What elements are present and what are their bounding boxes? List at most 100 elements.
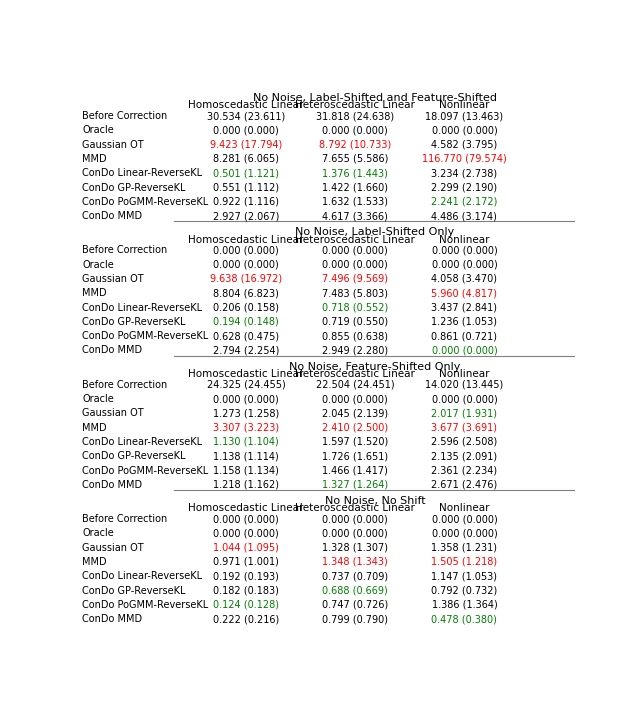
Text: 1.328 (1.307): 1.328 (1.307) <box>323 543 388 553</box>
Text: Nonlinear: Nonlinear <box>439 369 490 379</box>
Text: Oracle: Oracle <box>83 260 114 270</box>
Text: Oracle: Oracle <box>83 394 114 404</box>
Text: 0.861 (0.721): 0.861 (0.721) <box>431 332 497 342</box>
Text: Before Correction: Before Correction <box>83 514 168 524</box>
Text: 1.422 (1.660): 1.422 (1.660) <box>323 183 388 193</box>
Text: 1.632 (1.533): 1.632 (1.533) <box>323 197 388 207</box>
Text: 0.192 (0.193): 0.192 (0.193) <box>213 571 279 581</box>
Text: Oracle: Oracle <box>83 125 114 135</box>
Text: 0.971 (1.001): 0.971 (1.001) <box>213 557 279 567</box>
Text: 4.617 (3.366): 4.617 (3.366) <box>323 211 388 221</box>
Text: 0.194 (0.148): 0.194 (0.148) <box>213 317 279 327</box>
Text: ConDo Linear-ReverseKL: ConDo Linear-ReverseKL <box>83 302 203 312</box>
Text: ConDo MMD: ConDo MMD <box>83 480 143 490</box>
Text: Heteroscedastic Linear: Heteroscedastic Linear <box>295 101 415 111</box>
Text: 1.218 (1.162): 1.218 (1.162) <box>213 480 279 490</box>
Text: 0.551 (1.112): 0.551 (1.112) <box>213 183 279 193</box>
Text: 0.000 (0.000): 0.000 (0.000) <box>431 528 497 538</box>
Text: No Noise, No Shift: No Noise, No Shift <box>325 496 426 506</box>
Text: 2.299 (2.190): 2.299 (2.190) <box>431 183 497 193</box>
Text: 0.000 (0.000): 0.000 (0.000) <box>431 245 497 255</box>
Text: 14.020 (13.445): 14.020 (13.445) <box>425 380 504 390</box>
Text: 18.097 (13.463): 18.097 (13.463) <box>426 111 504 121</box>
Text: 1.273 (1.258): 1.273 (1.258) <box>213 409 279 419</box>
Text: ConDo PoGMM-ReverseKL: ConDo PoGMM-ReverseKL <box>83 197 209 207</box>
Text: 1.138 (1.114): 1.138 (1.114) <box>213 451 279 461</box>
Text: ConDo MMD: ConDo MMD <box>83 346 143 356</box>
Text: 3.677 (3.691): 3.677 (3.691) <box>431 423 497 433</box>
Text: 22.504 (24.451): 22.504 (24.451) <box>316 380 395 390</box>
Text: MMD: MMD <box>83 288 107 298</box>
Text: 2.927 (2.067): 2.927 (2.067) <box>213 211 279 221</box>
Text: Nonlinear: Nonlinear <box>439 101 490 111</box>
Text: 1.597 (1.520): 1.597 (1.520) <box>322 437 388 447</box>
Text: 8.792 (10.733): 8.792 (10.733) <box>319 140 392 150</box>
Text: 7.496 (9.569): 7.496 (9.569) <box>323 274 388 284</box>
Text: 0.000 (0.000): 0.000 (0.000) <box>213 528 279 538</box>
Text: 0.000 (0.000): 0.000 (0.000) <box>323 260 388 270</box>
Text: No Noise, Label-Shifted Only: No Noise, Label-Shifted Only <box>296 227 455 237</box>
Text: 3.307 (3.223): 3.307 (3.223) <box>213 423 279 433</box>
Text: ConDo PoGMM-ReverseKL: ConDo PoGMM-ReverseKL <box>83 466 209 476</box>
Text: 2.596 (2.508): 2.596 (2.508) <box>431 437 497 447</box>
Text: 0.000 (0.000): 0.000 (0.000) <box>323 514 388 524</box>
Text: 4.058 (3.470): 4.058 (3.470) <box>431 274 497 284</box>
Text: 2.410 (2.500): 2.410 (2.500) <box>322 423 388 433</box>
Text: Heteroscedastic Linear: Heteroscedastic Linear <box>295 503 415 513</box>
Text: 1.358 (1.231): 1.358 (1.231) <box>431 543 497 553</box>
Text: 1.348 (1.343): 1.348 (1.343) <box>323 557 388 567</box>
Text: Before Correction: Before Correction <box>83 380 168 390</box>
Text: 7.655 (5.586): 7.655 (5.586) <box>322 154 388 164</box>
Text: No Noise, Feature-Shifted Only: No Noise, Feature-Shifted Only <box>289 361 461 371</box>
Text: 0.000 (0.000): 0.000 (0.000) <box>213 245 279 255</box>
Text: Gaussian OT: Gaussian OT <box>83 409 144 419</box>
Text: 1.376 (1.443): 1.376 (1.443) <box>323 168 388 178</box>
Text: Oracle: Oracle <box>83 528 114 538</box>
Text: 0.855 (0.638): 0.855 (0.638) <box>323 332 388 342</box>
Text: Nonlinear: Nonlinear <box>439 503 490 513</box>
Text: Heteroscedastic Linear: Heteroscedastic Linear <box>295 235 415 245</box>
Text: 0.000 (0.000): 0.000 (0.000) <box>431 125 497 135</box>
Text: Gaussian OT: Gaussian OT <box>83 543 144 553</box>
Text: ConDo GP-ReverseKL: ConDo GP-ReverseKL <box>83 183 186 193</box>
Text: 1.505 (1.218): 1.505 (1.218) <box>431 557 497 567</box>
Text: ConDo GP-ReverseKL: ConDo GP-ReverseKL <box>83 317 186 327</box>
Text: 4.486 (3.174): 4.486 (3.174) <box>431 211 497 221</box>
Text: 2.794 (2.254): 2.794 (2.254) <box>213 346 279 356</box>
Text: 0.000 (0.000): 0.000 (0.000) <box>431 346 497 356</box>
Text: ConDo GP-ReverseKL: ConDo GP-ReverseKL <box>83 451 186 461</box>
Text: 24.325 (24.455): 24.325 (24.455) <box>207 380 285 390</box>
Text: 0.000 (0.000): 0.000 (0.000) <box>213 260 279 270</box>
Text: 9.423 (17.794): 9.423 (17.794) <box>210 140 282 150</box>
Text: 30.534 (23.611): 30.534 (23.611) <box>207 111 285 121</box>
Text: 1.327 (1.264): 1.327 (1.264) <box>322 480 388 490</box>
Text: 0.222 (0.216): 0.222 (0.216) <box>213 614 279 624</box>
Text: ConDo PoGMM-ReverseKL: ConDo PoGMM-ReverseKL <box>83 332 209 342</box>
Text: 8.804 (6.823): 8.804 (6.823) <box>213 288 279 298</box>
Text: 0.688 (0.669): 0.688 (0.669) <box>323 585 388 595</box>
Text: 7.483 (5.803): 7.483 (5.803) <box>323 288 388 298</box>
Text: 1.130 (1.104): 1.130 (1.104) <box>213 437 279 447</box>
Text: 0.501 (1.121): 0.501 (1.121) <box>213 168 279 178</box>
Text: 2.949 (2.280): 2.949 (2.280) <box>322 346 388 356</box>
Text: 0.628 (0.475): 0.628 (0.475) <box>213 332 279 342</box>
Text: 0.719 (0.550): 0.719 (0.550) <box>322 317 388 327</box>
Text: Homoscedastic Linear: Homoscedastic Linear <box>188 235 304 245</box>
Text: 5.960 (4.817): 5.960 (4.817) <box>431 288 497 298</box>
Text: 3.234 (2.738): 3.234 (2.738) <box>431 168 497 178</box>
Text: 2.361 (2.234): 2.361 (2.234) <box>431 466 497 476</box>
Text: 1.147 (1.053): 1.147 (1.053) <box>431 571 497 581</box>
Text: Gaussian OT: Gaussian OT <box>83 274 144 284</box>
Text: Homoscedastic Linear: Homoscedastic Linear <box>188 369 304 379</box>
Text: 0.124 (0.128): 0.124 (0.128) <box>213 600 279 610</box>
Text: 0.000 (0.000): 0.000 (0.000) <box>213 514 279 524</box>
Text: 0.922 (1.116): 0.922 (1.116) <box>213 197 279 207</box>
Text: 2.135 (2.091): 2.135 (2.091) <box>431 451 497 461</box>
Text: 0.182 (0.183): 0.182 (0.183) <box>213 585 279 595</box>
Text: 31.818 (24.638): 31.818 (24.638) <box>316 111 394 121</box>
Text: 0.000 (0.000): 0.000 (0.000) <box>213 125 279 135</box>
Text: 1.044 (1.095): 1.044 (1.095) <box>213 543 279 553</box>
Text: 0.000 (0.000): 0.000 (0.000) <box>431 514 497 524</box>
Text: No Noise, Label-Shifted and Feature-Shifted: No Noise, Label-Shifted and Feature-Shif… <box>253 93 497 103</box>
Text: 1.466 (1.417): 1.466 (1.417) <box>323 466 388 476</box>
